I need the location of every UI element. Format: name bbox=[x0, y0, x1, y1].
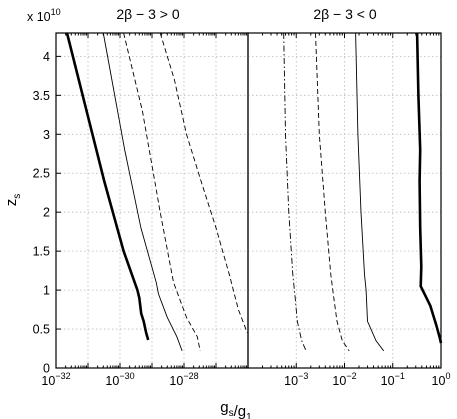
right-series-line-3 bbox=[355, 32, 385, 352]
left-series-line-4 bbox=[159, 32, 248, 334]
x-tick-label: 10−30 bbox=[105, 371, 134, 388]
x-tick-label: 10−3 bbox=[284, 371, 308, 388]
x-tick-label: 10−28 bbox=[169, 371, 198, 388]
y-axis-label: zs bbox=[3, 194, 23, 207]
right-series-line-2 bbox=[315, 32, 350, 352]
y-tick-label: 2 bbox=[43, 206, 50, 220]
x-tick-label: 10−1 bbox=[381, 371, 405, 388]
x-tick-label: 10−2 bbox=[332, 371, 356, 388]
x-axis-label: gs/g1 bbox=[220, 399, 252, 419]
y-tick-label: 4 bbox=[43, 50, 50, 64]
right-panel-title: 2β − 3 < 0 bbox=[313, 6, 377, 22]
y-tick-label: 1.5 bbox=[33, 245, 50, 259]
left-series-line-1 bbox=[65, 32, 150, 341]
y-tick-label: 0.5 bbox=[33, 323, 50, 337]
x-tick-label: 10−32 bbox=[41, 371, 70, 388]
y-tick-label: 1 bbox=[43, 284, 50, 298]
left-series-line-3 bbox=[123, 32, 201, 351]
right-series-line-4 bbox=[415, 32, 443, 344]
chart-panels: 10−32 10−30 10−28 10−3 10−2 10−1 100 0 0.5 1 1.5 2 2… bbox=[33, 32, 451, 388]
y-tick-label: 3 bbox=[43, 128, 50, 142]
left-series-line-2 bbox=[102, 32, 183, 352]
y-tick-label: 2.5 bbox=[33, 167, 50, 181]
y-tick-label: 3.5 bbox=[33, 89, 50, 103]
y-multiplier-label: x 1010 bbox=[27, 7, 61, 24]
right-panel-frame bbox=[247, 32, 442, 369]
x-tick-label: 100 bbox=[432, 371, 451, 388]
left-panel-title: 2β − 3 > 0 bbox=[116, 6, 180, 22]
y-tick-label: 0 bbox=[43, 362, 50, 376]
right-series-line-1 bbox=[283, 32, 307, 352]
